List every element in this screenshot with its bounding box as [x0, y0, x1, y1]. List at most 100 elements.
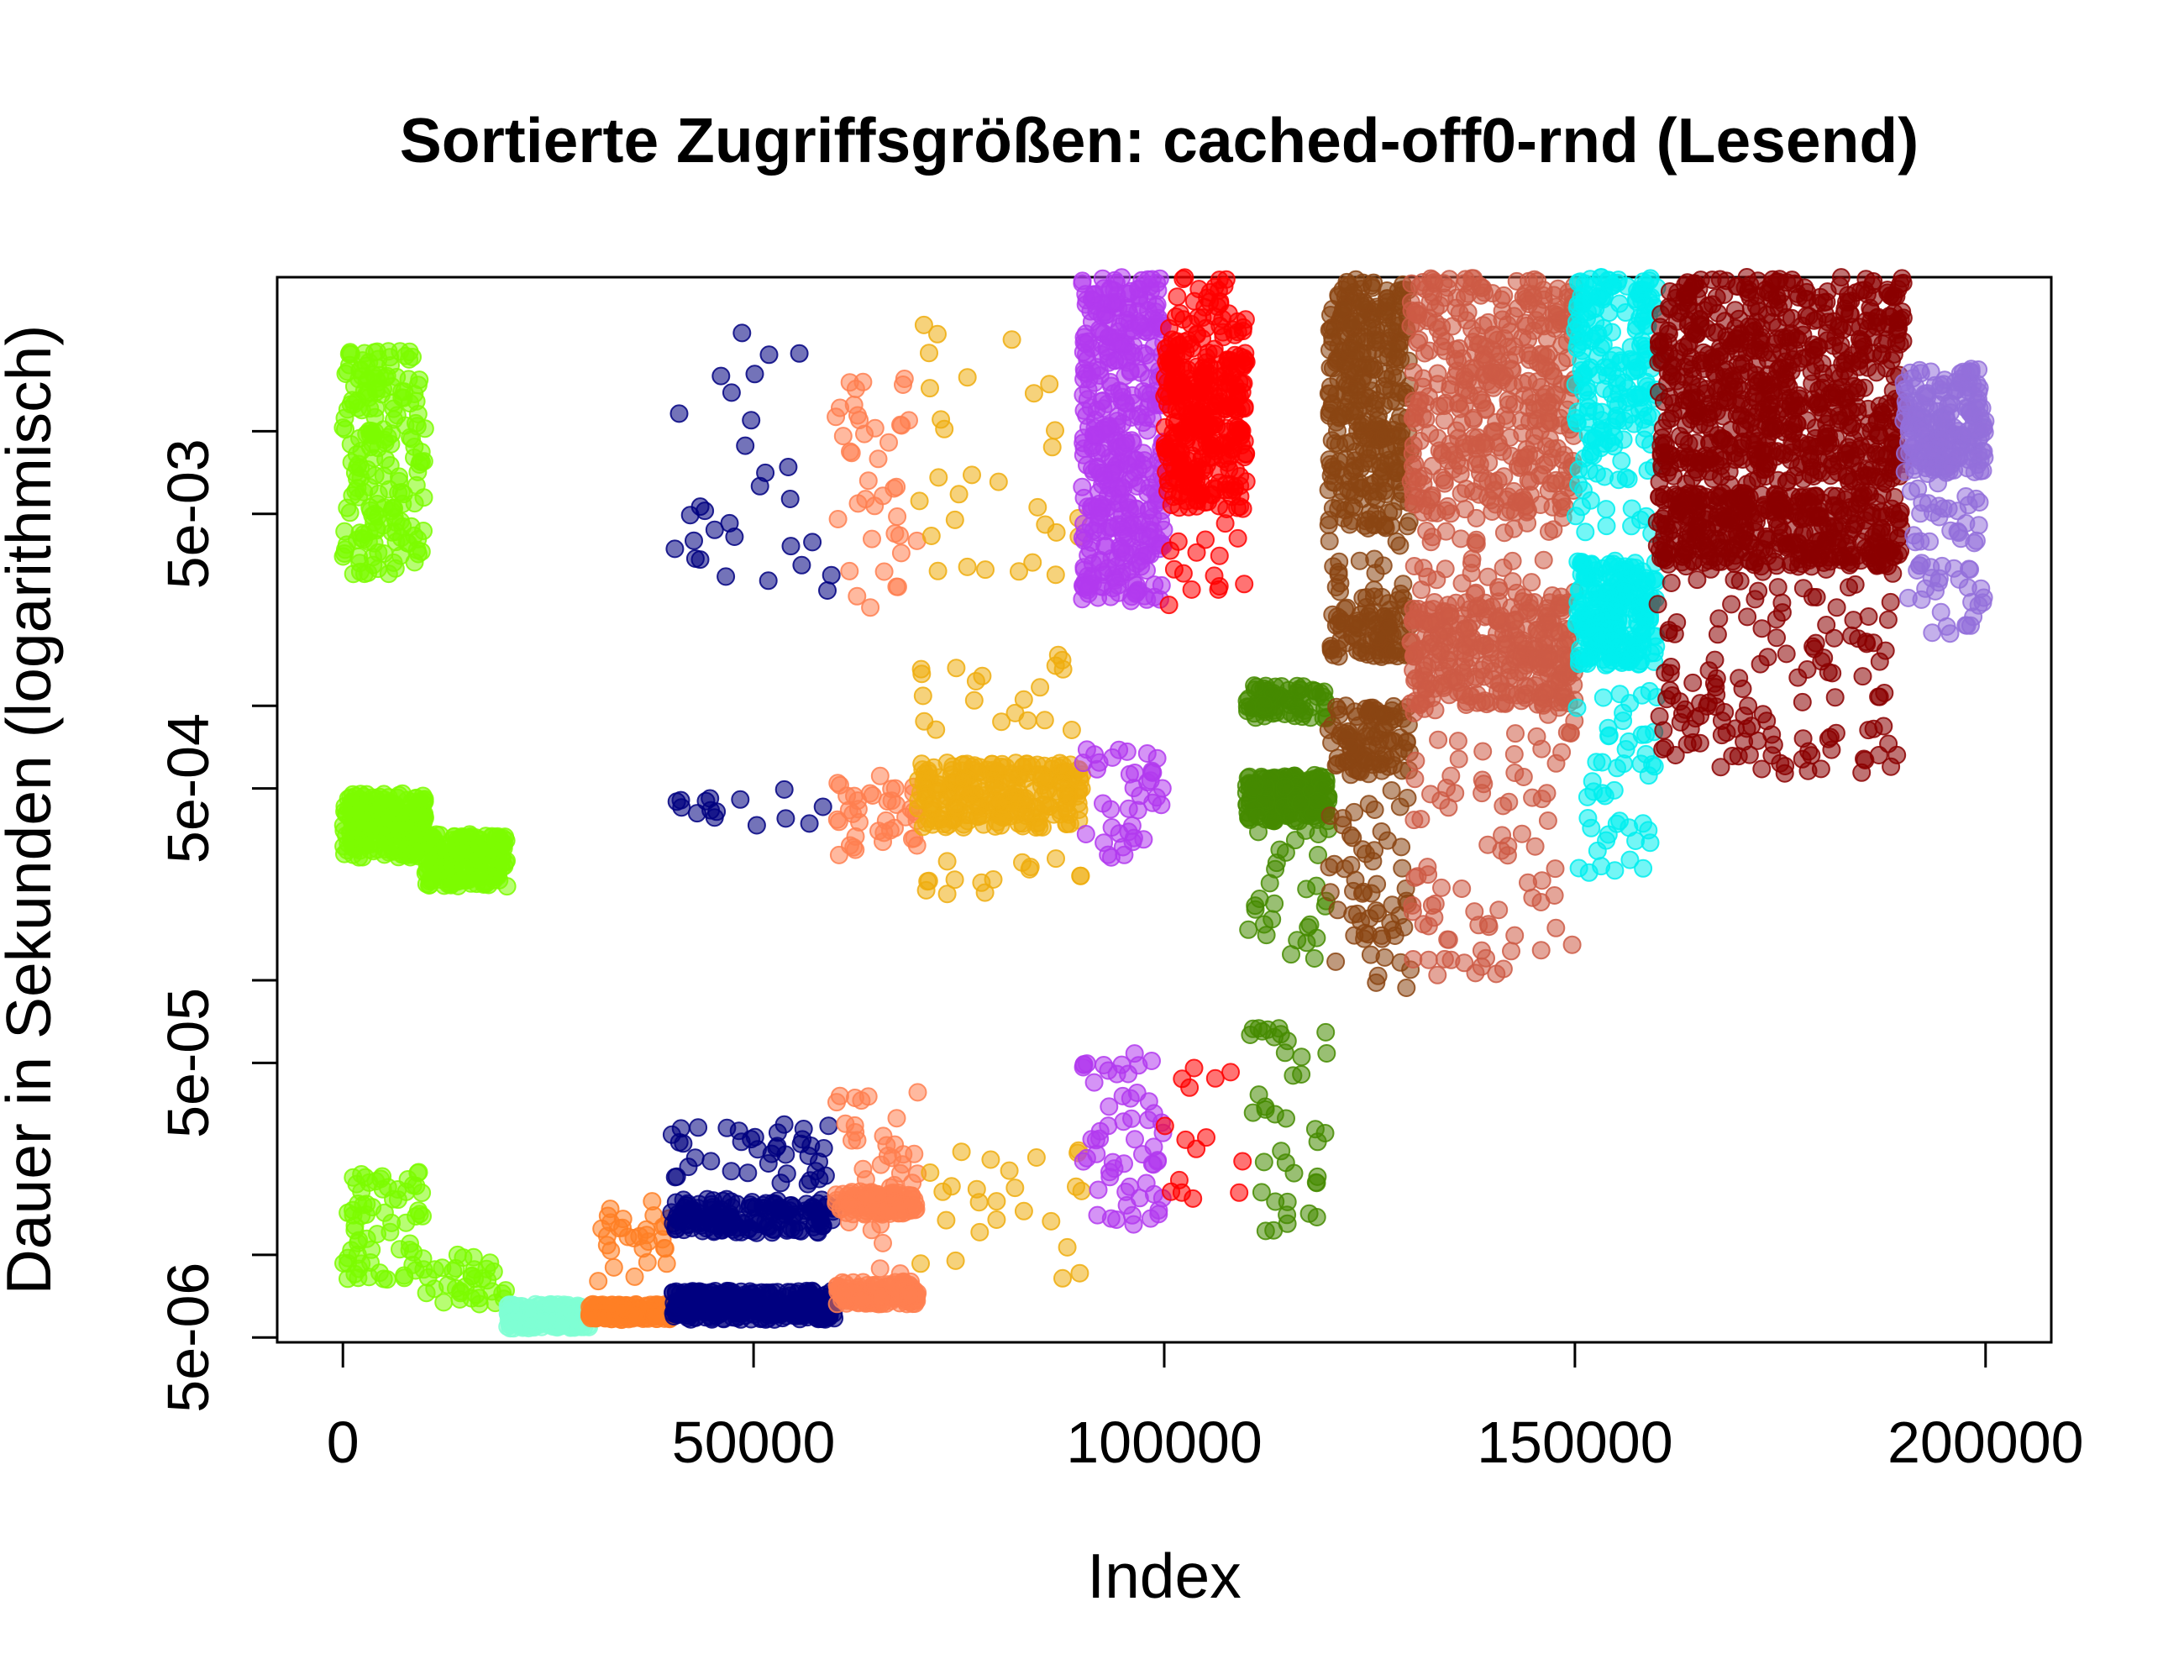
data-point [418, 1268, 438, 1287]
data-point [871, 1287, 890, 1306]
data-point [480, 1253, 500, 1273]
data-point [480, 845, 499, 864]
data-point [1470, 454, 1489, 474]
data-point [610, 1219, 628, 1238]
data-point [743, 1193, 762, 1212]
data-point [1372, 467, 1391, 486]
data-point [408, 405, 428, 423]
data-point [722, 383, 741, 402]
data-point [1539, 403, 1558, 423]
data-point [1364, 516, 1383, 535]
data-point [1042, 438, 1062, 457]
data-point [395, 1266, 414, 1285]
data-point [839, 1213, 858, 1231]
data-point [1378, 292, 1397, 312]
data-point [1326, 952, 1346, 971]
data-point [1145, 575, 1164, 595]
data-point [852, 1091, 871, 1110]
data-point [687, 804, 706, 823]
data-point [946, 1251, 965, 1270]
data-point [1340, 515, 1359, 534]
data-point [1364, 587, 1383, 606]
data-point [708, 1298, 727, 1317]
data-point [1215, 433, 1234, 453]
data-point [1134, 444, 1152, 463]
data-point [381, 1222, 400, 1242]
data-point [1137, 1173, 1156, 1193]
data-point [504, 1319, 523, 1338]
data-point [1101, 800, 1121, 819]
data-point [689, 1118, 708, 1137]
data-point [1406, 413, 1425, 433]
data-point [412, 542, 431, 561]
data-point [370, 1263, 389, 1283]
data-point [836, 1114, 855, 1133]
data-point [360, 421, 379, 440]
data-point [420, 850, 439, 869]
data-point [369, 438, 388, 458]
data-point [952, 1142, 971, 1162]
data-point [1215, 514, 1235, 533]
data-point [888, 577, 907, 596]
data-point [850, 411, 869, 429]
data-point [1339, 722, 1358, 741]
data-point [850, 812, 869, 832]
data-point [1020, 859, 1039, 879]
data-point [519, 1299, 538, 1318]
data-point [1521, 387, 1540, 407]
data-point [1102, 464, 1121, 482]
data-point [1354, 439, 1373, 459]
data-point [759, 345, 779, 365]
data-point [843, 1131, 861, 1150]
data-point [1221, 1063, 1240, 1082]
data-point [1335, 859, 1354, 879]
data-point [845, 786, 864, 806]
data-point [1164, 428, 1184, 448]
data-point [1149, 1205, 1168, 1224]
data-point [1383, 755, 1403, 774]
data-point [964, 690, 984, 710]
data-point [891, 543, 911, 563]
data-point [1546, 474, 1565, 493]
data-point [1305, 949, 1324, 968]
data-point [390, 467, 408, 486]
data-point [937, 852, 957, 871]
data-point [404, 1242, 423, 1262]
data-point [1483, 325, 1503, 344]
data-point [701, 789, 720, 808]
data-point [1546, 297, 1566, 317]
data-point [339, 1269, 357, 1289]
data-point [935, 419, 954, 438]
data-point [341, 788, 360, 807]
data-point [1457, 480, 1476, 498]
data-point [413, 1206, 432, 1226]
data-point [1308, 1167, 1327, 1186]
data-point [1436, 501, 1456, 520]
data-point [711, 366, 731, 386]
data-point [1235, 448, 1254, 467]
data-point [409, 807, 428, 827]
data-point [1169, 1170, 1189, 1189]
data-point [1481, 491, 1500, 510]
data-point [1455, 287, 1474, 307]
data-point [552, 1316, 571, 1336]
data-point [970, 1222, 990, 1242]
data-point [1410, 392, 1429, 412]
data-point [1062, 721, 1081, 739]
data-point [1090, 366, 1110, 386]
data-point [1147, 788, 1166, 807]
data-point [1133, 413, 1152, 433]
data-point [384, 553, 403, 572]
data-point [958, 368, 977, 387]
data-point [853, 1289, 871, 1309]
data-point [928, 561, 948, 580]
data-point [1488, 433, 1508, 452]
data-point [1397, 732, 1416, 751]
data-point [1130, 313, 1149, 333]
data-point [1079, 332, 1098, 351]
data-point [1118, 528, 1137, 547]
data-point [733, 1304, 753, 1323]
data-point [1343, 828, 1362, 848]
data-point [840, 1194, 859, 1213]
data-point [335, 522, 354, 541]
